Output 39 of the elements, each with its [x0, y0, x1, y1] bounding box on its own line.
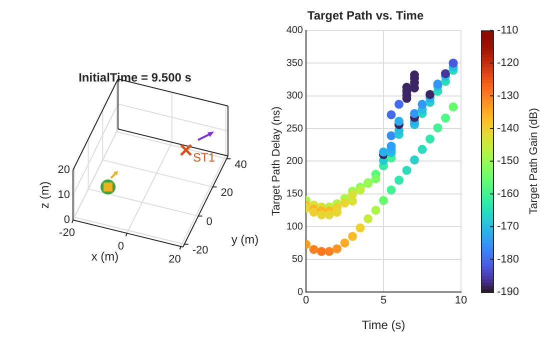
text: x (m)	[91, 249, 119, 264]
y-tick-label: 400	[286, 25, 304, 36]
y-tick-label: 350	[286, 58, 304, 69]
text: InitialTime = 9.500 s	[78, 70, 192, 84]
x-axis-title: Time (s)	[362, 318, 406, 332]
text: y (m)	[231, 232, 259, 246]
color-bar-label: -160	[497, 188, 520, 200]
color-bar-label: -130	[497, 90, 520, 102]
color-bar-label: -190	[497, 286, 520, 298]
color-bar-label: -140	[497, 122, 520, 135]
text: 0	[118, 240, 124, 252]
text: 0	[64, 214, 70, 226]
color-bar-label: -110	[497, 24, 518, 36]
x-tick-label: 5	[380, 294, 387, 307]
text: z (m)	[37, 181, 52, 209]
text: ST1	[193, 150, 216, 164]
y-axis-title: Target Path Delay (ns)	[270, 106, 283, 216]
text: 10	[58, 189, 70, 202]
text: 40	[234, 158, 247, 171]
text: 0	[206, 216, 212, 228]
color-bar-label: -120	[497, 57, 520, 70]
color-bar-label: -170	[497, 220, 520, 233]
text: 20	[220, 186, 233, 199]
y-tick-label: 200	[286, 156, 304, 167]
color-bar-label: -180	[497, 253, 520, 266]
y-tick-label: 300	[286, 90, 304, 102]
text: -20	[59, 227, 75, 240]
x-tick-label: 10	[454, 294, 468, 307]
y-tick-label: 250	[286, 123, 304, 134]
y-tick-label: 150	[286, 188, 304, 200]
color-bar-title: Target Path Gain (dB)	[528, 108, 540, 214]
text: 20	[58, 164, 70, 176]
y-tick-label: 0	[297, 286, 304, 298]
text: -20	[192, 244, 208, 256]
color-bar-label: -150	[497, 155, 520, 168]
text: 20	[168, 253, 181, 266]
chart-title: Target Path vs. Time	[307, 8, 424, 23]
y-tick-label: 50	[292, 254, 304, 266]
y-tick-label: 100	[286, 221, 304, 232]
